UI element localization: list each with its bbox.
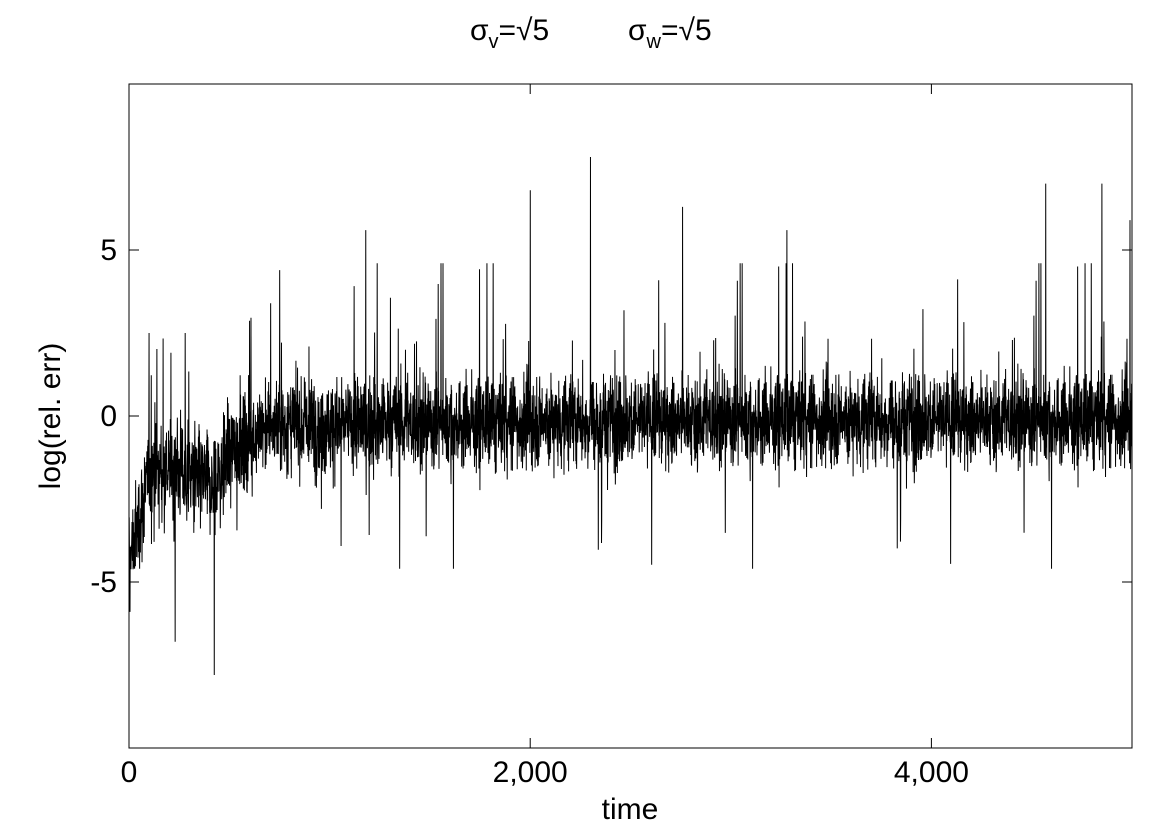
title-eq-v: =√5: [499, 14, 550, 47]
chart-title: σv=√5 σw=√5: [470, 14, 712, 53]
y-tick-label: 0: [100, 400, 117, 433]
y-axis-label: log(rel. err): [34, 343, 67, 490]
svg-text:σw=√5: σw=√5: [628, 14, 712, 53]
svg-text:σv=√5: σv=√5: [470, 14, 549, 53]
title-eq-w: =√5: [661, 14, 712, 47]
tick-layer: 0 2,000 4,000 5 0 -5: [90, 84, 1132, 789]
series-line: [128, 157, 1133, 675]
title-sigma-v: σ: [470, 14, 489, 47]
y-tick-label: 5: [100, 234, 117, 267]
title-sigma-w: σ: [628, 14, 647, 47]
series-layer: [128, 157, 1133, 675]
y-tick-label: -5: [90, 566, 117, 599]
x-tick-label: 4,000: [894, 756, 969, 789]
x-tick-label: 2,000: [493, 756, 568, 789]
x-axis-label: time: [602, 793, 659, 826]
x-tick-label: 0: [121, 756, 138, 789]
title-sub-w: w: [646, 31, 662, 53]
title-sub-v: v: [489, 31, 499, 53]
